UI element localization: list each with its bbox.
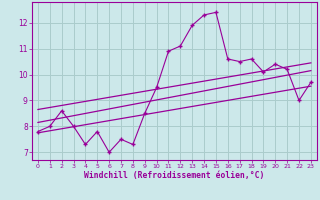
X-axis label: Windchill (Refroidissement éolien,°C): Windchill (Refroidissement éolien,°C) <box>84 171 265 180</box>
